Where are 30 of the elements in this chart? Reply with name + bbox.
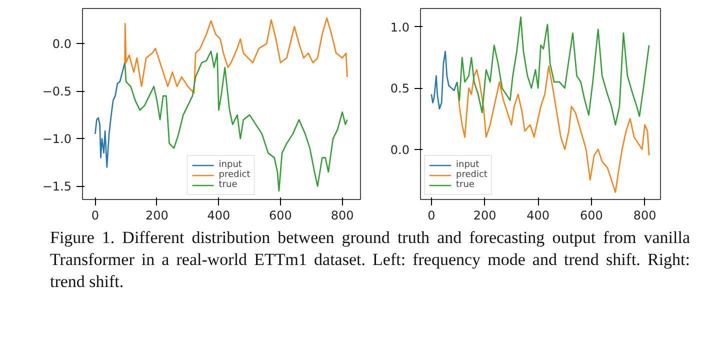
legend-label: true [218,180,238,190]
x-tick-label: 200 [473,208,496,222]
legend-label: input [218,160,242,170]
x-tick-label: 0 [91,208,99,222]
line-series [456,16,650,126]
line-series [124,50,348,192]
y-tick-label: −1.0 [42,132,72,146]
legend-label: input [456,160,480,170]
y-tick-label: −1.5 [42,180,72,194]
x-tick-label: 800 [633,208,656,222]
line-series [124,17,348,94]
x-tick-label: 400 [526,208,550,222]
legend-label: predict [456,170,488,180]
y-tick-label: 0.0 [52,37,72,52]
x-tick-label: 200 [145,208,168,222]
x-tick-label: 600 [269,208,292,222]
legend-label: true [456,180,476,190]
x-tick-label: 0 [428,208,436,222]
line-series [456,65,650,193]
y-tick-label: 0.0 [390,142,410,157]
line-series [94,62,126,168]
line-series [430,50,458,110]
legend-label: predict [218,170,250,180]
y-tick-label: 0.5 [390,82,410,96]
caption: Figure 1. Different distribution between ground truth and forecasting output from vanilla Transformer in a real-world ETTm1 dataset. Left: frequency mode and trend shift. Right: trend shift. [50,227,690,294]
x-tick-label: 600 [580,208,603,222]
x-tick-label: 800 [330,208,354,222]
y-tick-label: 1.0 [390,20,410,34]
y-tick-label: −0.5 [42,84,72,99]
x-tick-label: 400 [207,208,230,222]
